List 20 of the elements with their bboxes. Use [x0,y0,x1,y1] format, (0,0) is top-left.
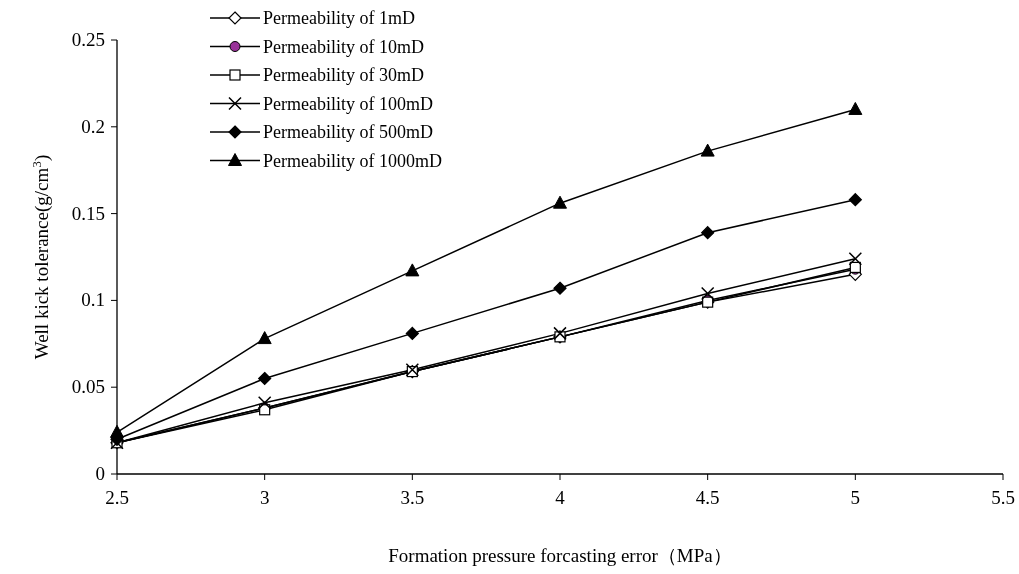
legend-label: Permeability of 1mD [263,8,415,28]
y-tick-label: 0 [95,463,105,484]
legend-label: Permeability of 100mD [263,93,433,114]
x-tick-label: 3 [259,487,270,508]
y-tick-label: 0.05 [71,376,105,398]
y-tick-label: 0.25 [71,29,105,50]
x-axis-title: Formation pressure forcasting error（MPa） [388,545,732,566]
legend-label: Permeability of 10mD [263,36,424,57]
legend-label: Permeability of 30mD [263,65,424,85]
y-tick-label: 0.1 [81,289,105,311]
legend-label: Permeability of 500mD [263,122,433,142]
y-tick-label: 0.2 [81,115,105,137]
x-tick-label: 5 [850,487,861,508]
x-tick-label: 4.5 [695,487,720,508]
x-tick-label: 4 [555,487,566,508]
x-tick-label: 2.5 [105,487,129,508]
legend-label: Permeability of 1000mD [263,150,442,171]
y-tick-label: 0.15 [71,202,105,224]
x-tick-label: 5.5 [991,487,1015,508]
x-tick-label: 3.5 [400,487,425,508]
